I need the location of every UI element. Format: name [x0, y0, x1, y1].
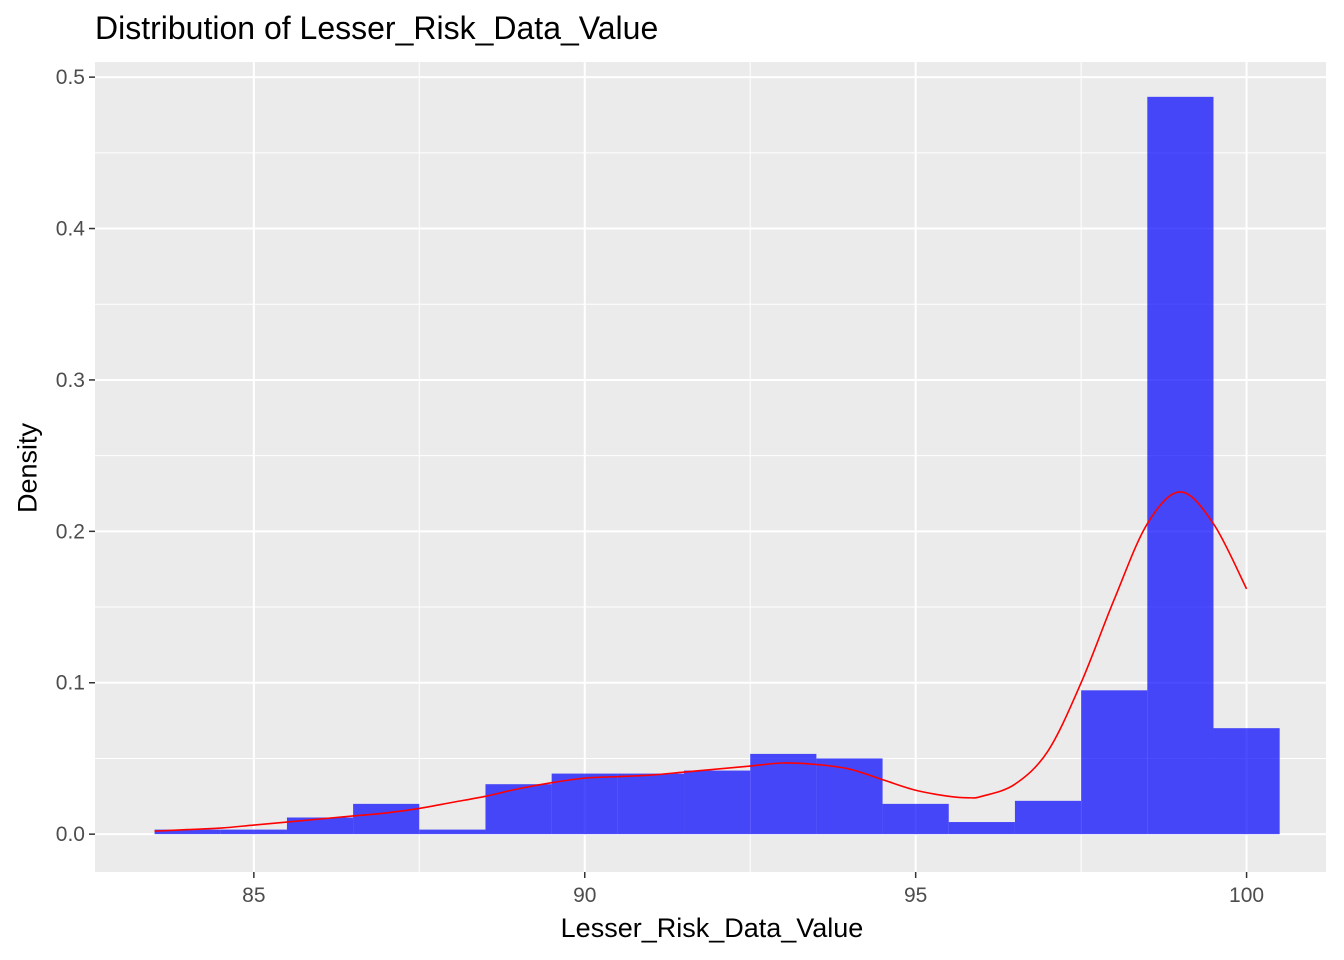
histogram-bar [220, 829, 287, 835]
histogram-bar [617, 773, 685, 835]
histogram-bar [816, 758, 883, 835]
histogram-bar [882, 803, 949, 835]
y-tick-label: 0.1 [56, 672, 85, 695]
x-axis-label: Lesser_Risk_Data_Value [560, 913, 864, 943]
x-axis: 85 90 95 100 [242, 872, 1264, 907]
histogram-bar [750, 753, 817, 835]
x-tick-label: 95 [904, 884, 927, 907]
x-tick-label: 90 [573, 884, 596, 907]
y-tick-label: 0.4 [56, 218, 86, 241]
histogram-bar [485, 784, 552, 835]
y-tick-label: 0.5 [56, 66, 85, 89]
y-tick-label: 0.0 [56, 823, 85, 846]
histogram-bar [1014, 800, 1082, 835]
histogram-bar [419, 829, 486, 835]
y-tick-label: 0.3 [56, 369, 85, 392]
density-curve [154, 491, 1248, 832]
histogram-bars [154, 96, 1280, 835]
y-tick-label: 0.2 [56, 520, 85, 543]
histogram-bar [286, 817, 354, 835]
histogram-bar [684, 770, 751, 835]
chart-title: Distribution of Lesser_Risk_Data_Value [95, 10, 659, 46]
histogram-bar [1213, 728, 1280, 835]
histogram-bar [1147, 96, 1214, 835]
y-axis: 0.0 0.1 0.2 0.3 0.4 0.5 [56, 66, 95, 846]
minor-gridlines [95, 62, 1326, 872]
y-axis-label: Density [12, 422, 43, 514]
histogram-bar [1081, 690, 1148, 835]
histogram-bar [551, 773, 618, 835]
x-tick-label: 100 [1229, 884, 1264, 907]
histogram-bar [353, 803, 420, 835]
x-tick-label: 85 [242, 884, 265, 907]
histogram-bar [154, 829, 221, 835]
histogram-bar [948, 822, 1015, 835]
